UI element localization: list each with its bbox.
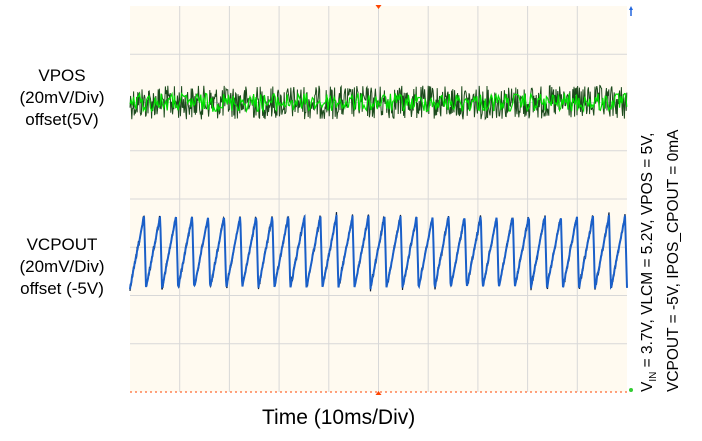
conditions-line1: VIN = 3.7V, VLCM = 5.2V, VPOS = 5V,: [639, 132, 660, 392]
trigger-marker-bottom: [375, 391, 382, 395]
test-conditions: VIN = 3.7V, VLCM = 5.2V, VPOS = 5V, VCPO…: [638, 2, 684, 392]
vpos-label-line3: offset(5V): [25, 110, 99, 129]
ground-marker-bottom: [629, 388, 633, 392]
vpos-label-line1: VPOS: [38, 66, 86, 85]
vcpout-trace: [129, 213, 628, 290]
trigger-marker-top: [375, 5, 382, 9]
vcpout-label-line1: VCPOUT: [26, 235, 98, 254]
vcpout-label-line3: offset (-5V): [20, 279, 104, 298]
channel-marker-top: [629, 6, 633, 10]
vcpout-label-line2: (20mV/Div): [19, 257, 105, 276]
conditions-line2: VCPOUT = -5V, IPOS_CPOUT = 0mA: [665, 129, 683, 392]
vpos-label-line2: (20mV/Div): [19, 88, 105, 107]
vpos-trace: [129, 91, 628, 114]
vpos-label: VPOS (20mV/Div) offset(5V): [0, 65, 124, 131]
x-axis-label: Time (10ms/Div): [262, 406, 416, 429]
vcpout-label: VCPOUT (20mV/Div) offset (-5V): [0, 234, 124, 300]
